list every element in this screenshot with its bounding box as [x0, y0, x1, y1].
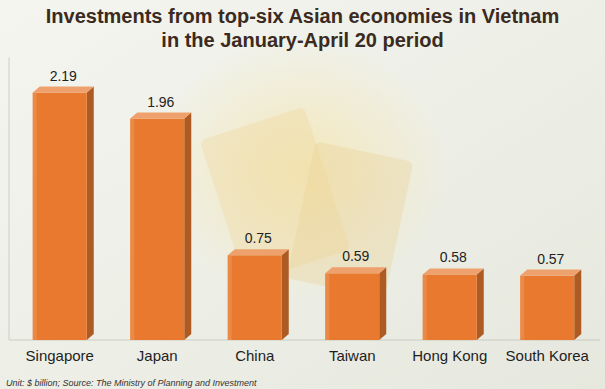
- x-tick-label: Singapore: [26, 347, 94, 364]
- x-tick-label: Hong Kong: [412, 347, 487, 364]
- data-label: 0.58: [440, 249, 467, 265]
- data-label: 0.59: [342, 248, 369, 264]
- bar-side: [477, 268, 484, 340]
- chart-wrap: Investments from top-six Asian economies…: [0, 0, 605, 389]
- bar-front: [423, 274, 477, 340]
- chart-svg: 2.19 1.96 0.75 0.59 0.58 0.57 Singapore Japan Ch…: [0, 0, 605, 389]
- bar-side: [379, 267, 386, 340]
- bar-front: [325, 273, 379, 340]
- x-tick-label: China: [235, 347, 275, 364]
- bar: [33, 87, 94, 340]
- bar-highlight: [130, 119, 134, 340]
- bar: [325, 267, 386, 340]
- data-label: 0.57: [537, 251, 564, 267]
- bar-front: [33, 93, 87, 340]
- bar-top: [520, 270, 581, 276]
- bar-side: [184, 113, 191, 340]
- bar-highlight: [228, 255, 232, 340]
- bar-side: [574, 270, 581, 340]
- bars: [33, 87, 582, 340]
- x-tick-label: Taiwan: [329, 347, 376, 364]
- bar-highlight: [325, 273, 329, 340]
- bar-highlight: [423, 274, 427, 340]
- x-tick-label: Japan: [137, 347, 178, 364]
- bar-top: [130, 113, 191, 119]
- bar-highlight: [33, 93, 37, 340]
- title: Investments from top-six Asian economies…: [40, 4, 565, 52]
- data-label: 0.75: [245, 230, 272, 246]
- bar-highlight: [520, 276, 524, 340]
- bar-front: [520, 276, 574, 340]
- x-tick-label: South Korea: [506, 347, 590, 364]
- bar-top: [325, 267, 386, 273]
- x-axis-line: [9, 340, 600, 341]
- bar-front: [130, 119, 184, 340]
- bar: [130, 113, 191, 340]
- annotation: Unit: $ billion; Source: The Ministry of…: [6, 378, 257, 388]
- data-label: 1.96: [147, 94, 174, 110]
- background: [0, 0, 605, 389]
- bar-front: [228, 255, 282, 340]
- bar-top: [228, 249, 289, 255]
- bar: [228, 249, 289, 340]
- background-veil: [0, 0, 605, 389]
- bar: [520, 270, 581, 340]
- bar: [423, 268, 484, 340]
- bar-side: [87, 87, 94, 340]
- bar-top: [423, 268, 484, 274]
- bar-top: [33, 87, 94, 93]
- data-label: 2.19: [50, 68, 77, 84]
- bar-side: [282, 249, 289, 340]
- y-axis-line: [9, 58, 10, 341]
